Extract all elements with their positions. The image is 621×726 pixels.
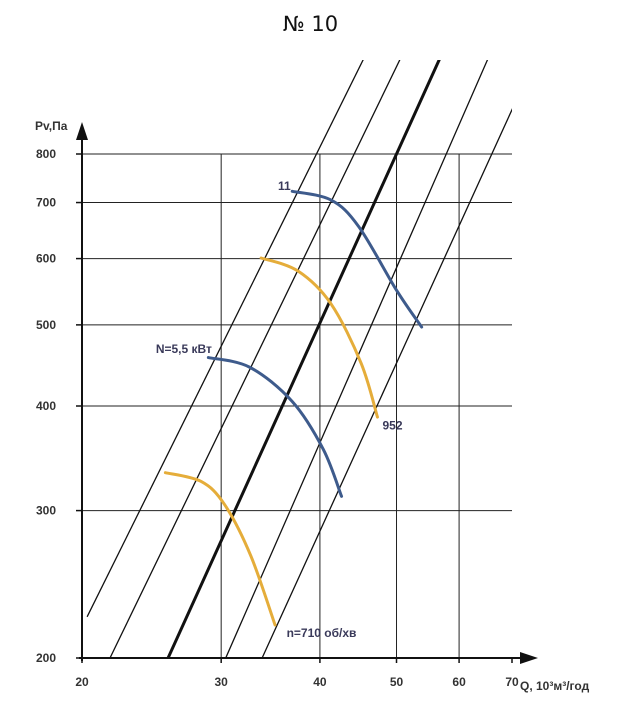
curve-3	[163, 471, 277, 627]
x-tick-label-50: 50	[390, 675, 404, 689]
efficiency-line-1	[109, 60, 401, 658]
efficiency-line-2	[166, 60, 441, 658]
curve-1	[259, 256, 379, 419]
x-axis-label: Q, 10³м³/год	[520, 679, 590, 693]
x-tick-label-70: 70	[505, 675, 519, 689]
curve-label-0: 11	[278, 179, 291, 193]
curve-label-1: N=5,5 кВт	[156, 342, 212, 356]
y-tick-label-200: 200	[36, 651, 56, 665]
efficiency-line-4	[261, 108, 512, 658]
x-tick-label-60: 60	[452, 675, 466, 689]
y-tick-label-500: 500	[36, 318, 56, 332]
y-tick-label-400: 400	[36, 399, 56, 413]
curve-label-2: 952	[382, 418, 402, 432]
curve-0	[290, 189, 424, 329]
efficiency-lines	[86, 60, 512, 658]
curve-label-3: n=710 об/хв	[287, 626, 357, 640]
efficiency-line-0	[86, 60, 364, 618]
curve-2	[206, 356, 344, 498]
x-tick-label-40: 40	[313, 675, 327, 689]
x-axis-arrow	[520, 652, 538, 664]
y-tick-label-300: 300	[36, 504, 56, 518]
y-axis-arrow	[76, 122, 88, 140]
x-tick-label-20: 20	[75, 675, 89, 689]
y-axis-label: Pv,Па	[35, 119, 68, 133]
y-tick-label-700: 700	[36, 196, 56, 210]
y-tick-label-600: 600	[36, 252, 56, 266]
x-tick-label-30: 30	[214, 675, 228, 689]
efficiency-line-3	[225, 60, 489, 658]
chart-title: № 10	[282, 12, 339, 36]
y-tick-label-800: 800	[36, 147, 56, 161]
